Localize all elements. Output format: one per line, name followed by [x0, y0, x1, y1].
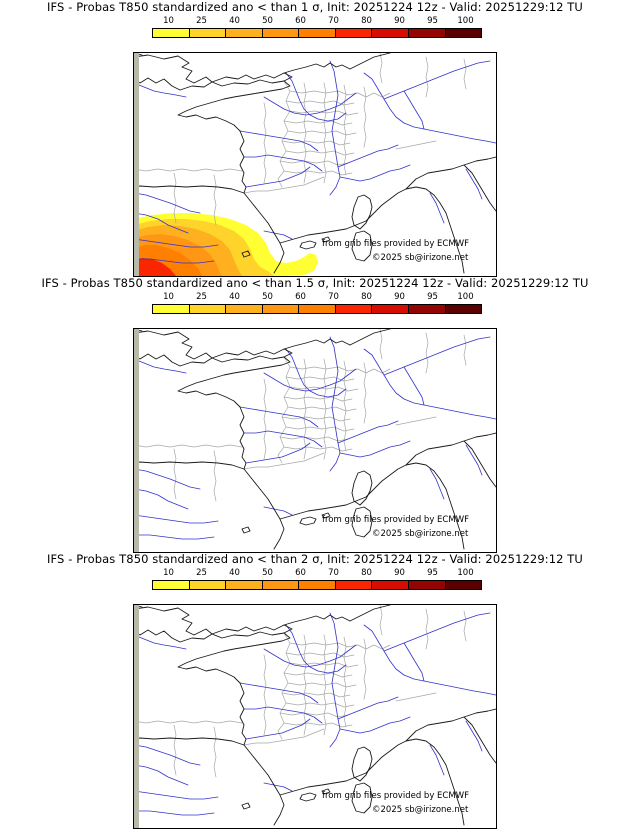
map-panel-2: IFS - Probas T850 standardized ano < tha… [0, 276, 630, 553]
colorbar-segment-6 [372, 305, 409, 313]
copyright-credit: ©2025 sb@irizone.net [372, 253, 469, 263]
panel-title-3: IFS - Probas T850 standardized ano < tha… [47, 552, 583, 566]
colorbar-tick-10: 10 [163, 292, 174, 302]
colorbar-segment-1 [189, 29, 227, 37]
colorbar-tick-90: 90 [394, 292, 405, 302]
colorbar-tick-80: 80 [361, 16, 372, 26]
colorbar-tick-70: 70 [328, 292, 339, 302]
colorbar-tick-100: 100 [457, 568, 474, 578]
colorbar-tick-50: 50 [262, 568, 273, 578]
colorbar-tick-70: 70 [328, 568, 339, 578]
colorbar-segment-4 [299, 29, 336, 37]
colorbar-segment-2 [226, 29, 263, 37]
colorbar-segment-2 [226, 581, 263, 589]
colorbar-tick-40: 40 [229, 292, 240, 302]
panel-title-2: IFS - Probas T850 standardized ano < tha… [41, 276, 589, 290]
colorbar-segment-3 [262, 581, 300, 589]
colorbar-tick-25: 25 [196, 292, 207, 302]
ecmwf-credit: from grib files provided by ECMWF [322, 791, 469, 801]
colorbar-tick-95: 95 [427, 16, 438, 26]
map-canvas-2[interactable]: from grib files provided by ECMWF ©2025 s… [133, 328, 497, 553]
colorbar-segment-7 [408, 29, 446, 37]
colorbar-segment-3 [262, 29, 300, 37]
colorbar-tick-10: 10 [163, 568, 174, 578]
panel-title-row: IFS - Probas T850 standardized ano < tha… [0, 0, 630, 18]
map-graphics [134, 605, 496, 828]
colorbar-segment-4 [299, 305, 336, 313]
colorbar-segment-1 [189, 581, 227, 589]
colorbar-tick-80: 80 [361, 568, 372, 578]
copyright-credit: ©2025 sb@irizone.net [372, 805, 469, 815]
colorbar-segment-7 [408, 581, 446, 589]
colorbar-segment-0 [153, 305, 190, 313]
colorbar-tick-100: 100 [457, 292, 474, 302]
colorbar-tick-labels-1: 10 25 40 50 60 70 80 90 95 100 [152, 17, 482, 28]
colorbar-segment-8 [445, 581, 482, 589]
colorbar-tick-60: 60 [295, 292, 306, 302]
ecmwf-credit: from grib files provided by ECMWF [322, 239, 469, 249]
map-panel-3: IFS - Probas T850 standardized ano < tha… [0, 552, 630, 829]
map-canvas-3[interactable]: from grib files provided by ECMWF ©2025 s… [133, 604, 497, 829]
colorbar-tick-100: 100 [457, 16, 474, 26]
colorbar-tick-90: 90 [394, 16, 405, 26]
colorbar-tick-90: 90 [394, 568, 405, 578]
colorbar-segment-2 [226, 305, 263, 313]
colorbar: 10 25 40 50 60 70 80 90 95 100 [152, 569, 482, 590]
colorbar-segment-0 [153, 581, 190, 589]
copyright-credit: ©2025 sb@irizone.net [372, 529, 469, 539]
colorbar-segment-5 [335, 29, 373, 37]
colorbar-tick-70: 70 [328, 16, 339, 26]
map-graphics [134, 53, 496, 276]
colorbar-segment-5 [335, 581, 373, 589]
colorbar-gradient-2 [152, 304, 482, 314]
colorbar-tick-60: 60 [295, 16, 306, 26]
colorbar-gradient-1 [152, 28, 482, 38]
colorbar-segment-5 [335, 305, 373, 313]
panel-title-row: IFS - Probas T850 standardized ano < tha… [0, 552, 630, 570]
colorbar-tick-25: 25 [196, 568, 207, 578]
panel-title-1: IFS - Probas T850 standardized ano < tha… [47, 0, 583, 14]
map-left-gutter [134, 605, 139, 828]
colorbar-tick-labels-2: 10 25 40 50 60 70 80 90 95 100 [152, 293, 482, 304]
colorbar-segment-4 [299, 581, 336, 589]
colorbar-segment-8 [445, 305, 482, 313]
colorbar-tick-40: 40 [229, 16, 240, 26]
colorbar-tick-80: 80 [361, 292, 372, 302]
colorbar-tick-50: 50 [262, 292, 273, 302]
colorbar-tick-40: 40 [229, 568, 240, 578]
ecmwf-credit: from grib files provided by ECMWF [322, 515, 469, 525]
panel-title-row: IFS - Probas T850 standardized ano < tha… [0, 276, 630, 294]
colorbar-tick-10: 10 [163, 16, 174, 26]
colorbar: 10 25 40 50 60 70 80 90 95 100 [152, 17, 482, 38]
colorbar-tick-95: 95 [427, 292, 438, 302]
colorbar: 10 25 40 50 60 70 80 90 95 100 [152, 293, 482, 314]
colorbar-gradient-3 [152, 580, 482, 590]
colorbar-segment-3 [262, 305, 300, 313]
map-left-gutter [134, 329, 139, 552]
colorbar-segment-0 [153, 29, 190, 37]
map-left-gutter [134, 53, 139, 276]
colorbar-segment-8 [445, 29, 482, 37]
map-panel-1: IFS - Probas T850 standardized ano < tha… [0, 0, 630, 277]
colorbar-tick-25: 25 [196, 16, 207, 26]
colorbar-segment-1 [189, 305, 227, 313]
colorbar-tick-labels-3: 10 25 40 50 60 70 80 90 95 100 [152, 569, 482, 580]
colorbar-segment-7 [408, 305, 446, 313]
map-canvas-1[interactable]: from grib files provided by ECMWF ©2025 s… [133, 52, 497, 277]
colorbar-segment-6 [372, 581, 409, 589]
colorbar-segment-6 [372, 29, 409, 37]
colorbar-tick-60: 60 [295, 568, 306, 578]
map-graphics [134, 329, 496, 552]
colorbar-tick-95: 95 [427, 568, 438, 578]
colorbar-tick-50: 50 [262, 16, 273, 26]
